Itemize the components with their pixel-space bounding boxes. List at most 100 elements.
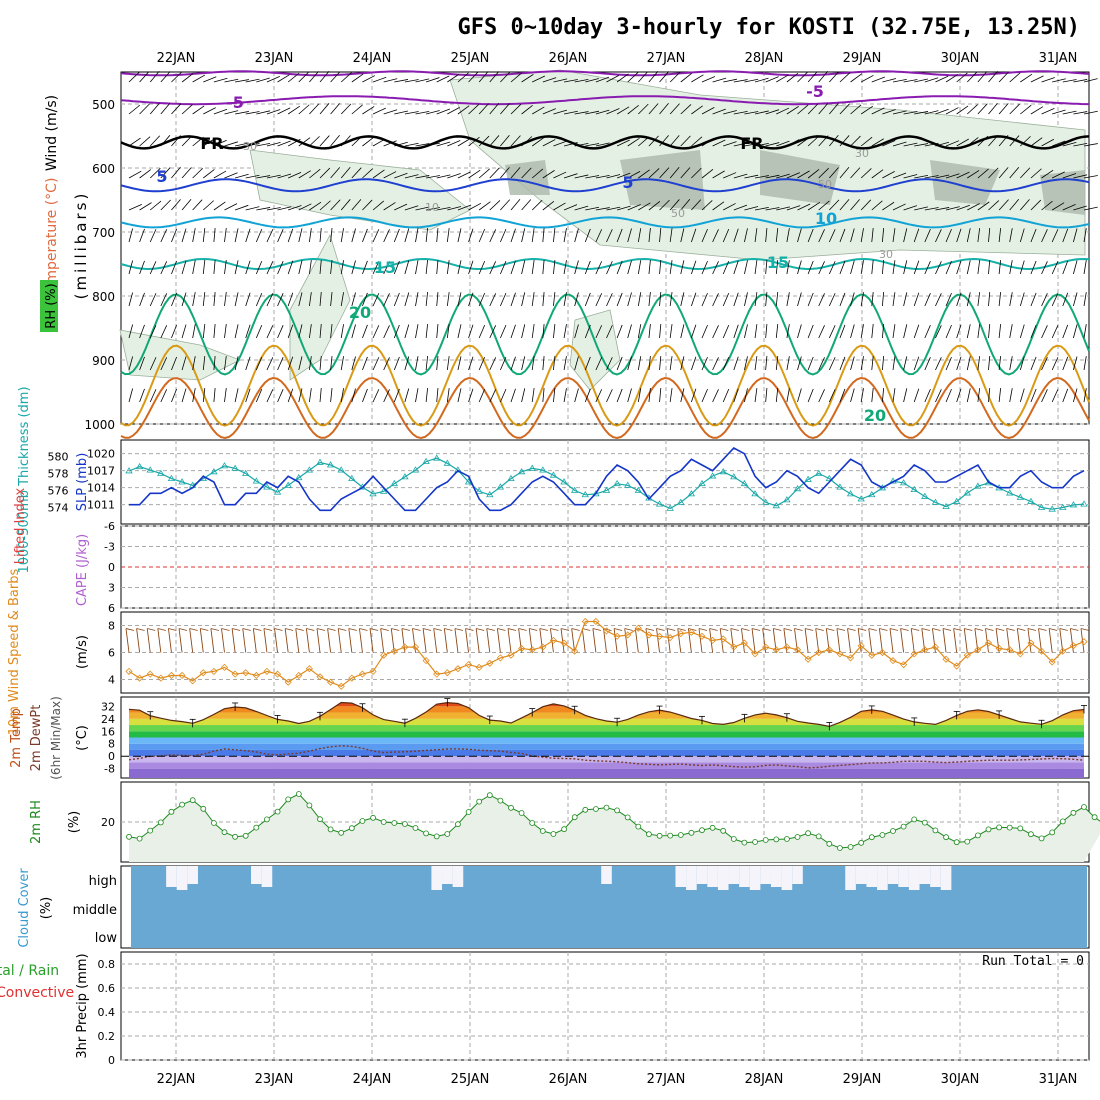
- rh-point: [529, 820, 536, 826]
- surface-wind-barb-tick: [645, 628, 655, 631]
- wind-barb: [669, 135, 680, 147]
- surface-wind-barb: [963, 628, 968, 653]
- wind-barb: [669, 167, 680, 179]
- wind-barb: [966, 71, 978, 83]
- rh-axis-swatch: [40, 280, 58, 332]
- wind-barb: [203, 76, 217, 83]
- wind-barb: [531, 388, 535, 403]
- wind-barb: [637, 228, 642, 243]
- surface-wind-barb: [380, 628, 385, 653]
- wind-barb: [1051, 325, 1059, 339]
- wind-barb: [712, 389, 719, 403]
- wind-barb: [563, 324, 567, 339]
- wind-barb: [818, 357, 825, 371]
- wind-barb: [966, 324, 971, 339]
- wind-speed-point: [252, 671, 260, 680]
- surface-wind-barb-tick: [900, 628, 909, 631]
- wind-barb: [1019, 228, 1025, 243]
- temp-contour-minus5: [120, 95, 1089, 106]
- wind-speed-point: [433, 670, 441, 678]
- clear-sky-bar: [452, 866, 464, 887]
- wind-barb: [924, 261, 931, 275]
- contour-label: 20: [349, 303, 371, 322]
- wind-barb: [828, 229, 836, 243]
- wind-barb: [234, 388, 239, 403]
- rh-point: [423, 830, 430, 837]
- wind-barb: [255, 260, 263, 275]
- wind-barb: [882, 78, 897, 83]
- surface-wind-barb: [295, 628, 300, 653]
- wind-barb: [648, 228, 651, 243]
- wind-barb: [213, 388, 216, 403]
- wind-barb: [733, 292, 739, 307]
- surface-wind-barb-tick: [741, 628, 750, 631]
- wind-barb: [224, 141, 238, 147]
- wind-barb: [691, 74, 704, 83]
- wind-barb: [988, 388, 991, 403]
- wind-barb: [277, 357, 284, 371]
- bottom-day-label: 23JAN: [255, 1072, 294, 1087]
- surface-wind-barb-tick: [1080, 628, 1090, 631]
- temp-band: [129, 718, 1084, 726]
- wind-barb: [892, 78, 907, 83]
- thickness-point: [804, 475, 812, 482]
- wind-barb: [1020, 73, 1033, 83]
- wind-barb: [786, 324, 790, 339]
- rh-point: [147, 827, 154, 834]
- rh-contour-area: [249, 149, 471, 231]
- wind-barb: [340, 199, 351, 211]
- wind-barb: [563, 388, 567, 403]
- wind-barb: [935, 293, 942, 307]
- wind-barb: [765, 356, 768, 371]
- wind-barb: [234, 204, 249, 211]
- wind-barb: [797, 356, 802, 371]
- lifted-index-axis-label: Lifted Index: [13, 487, 28, 564]
- rh-point: [168, 808, 175, 815]
- surface-wind-barb-tick: [826, 628, 835, 631]
- wind-barb: [669, 260, 673, 275]
- slp-line: [129, 447, 1085, 512]
- wind-barb: [234, 260, 239, 275]
- wind-barb: [1019, 356, 1025, 371]
- thickness-point: [677, 498, 685, 505]
- wind-barb: [839, 356, 846, 371]
- wind-barb: [1083, 175, 1098, 179]
- surface-wind-barb: [783, 628, 788, 653]
- wind-barb: [765, 142, 780, 147]
- wind-barb: [881, 356, 885, 371]
- wind-barb: [489, 229, 497, 243]
- surface-wind-barb: [815, 628, 820, 653]
- wind-barb: [330, 388, 333, 403]
- wind-barb: [860, 228, 864, 243]
- wind-barb: [1009, 228, 1013, 243]
- rh-point: [699, 827, 705, 834]
- rh-point: [1017, 825, 1024, 832]
- wind-speed-point: [762, 643, 770, 651]
- wind-barb: [691, 228, 697, 243]
- wind-speed-point: [1048, 658, 1056, 666]
- dewpoint-line: [128, 745, 1085, 769]
- rh-point: [784, 836, 790, 842]
- wind-barb: [287, 324, 294, 339]
- rh-point: [975, 832, 981, 839]
- rh-point: [539, 828, 546, 834]
- surface-wind-barb-tick: [921, 628, 930, 631]
- wind-barb: [415, 324, 419, 339]
- wind-barb: [563, 110, 578, 115]
- wind-barb: [256, 77, 270, 83]
- contour-label: 30: [879, 248, 893, 261]
- surface-wind-barb-tick: [136, 628, 145, 631]
- wind-barb: [330, 324, 333, 339]
- wind-speed-point: [486, 659, 494, 667]
- wind-barb: [892, 388, 896, 403]
- contour-label: 50: [818, 178, 832, 191]
- wind-barb: [372, 169, 385, 179]
- rh-point: [603, 804, 610, 811]
- thickness-point: [655, 500, 664, 507]
- wind-barb: [447, 206, 461, 211]
- wind-barb: [372, 200, 385, 211]
- wind-barb: [776, 206, 791, 211]
- rh-point: [985, 826, 992, 833]
- wind-barb: [203, 200, 214, 211]
- wind-barb: [584, 356, 591, 371]
